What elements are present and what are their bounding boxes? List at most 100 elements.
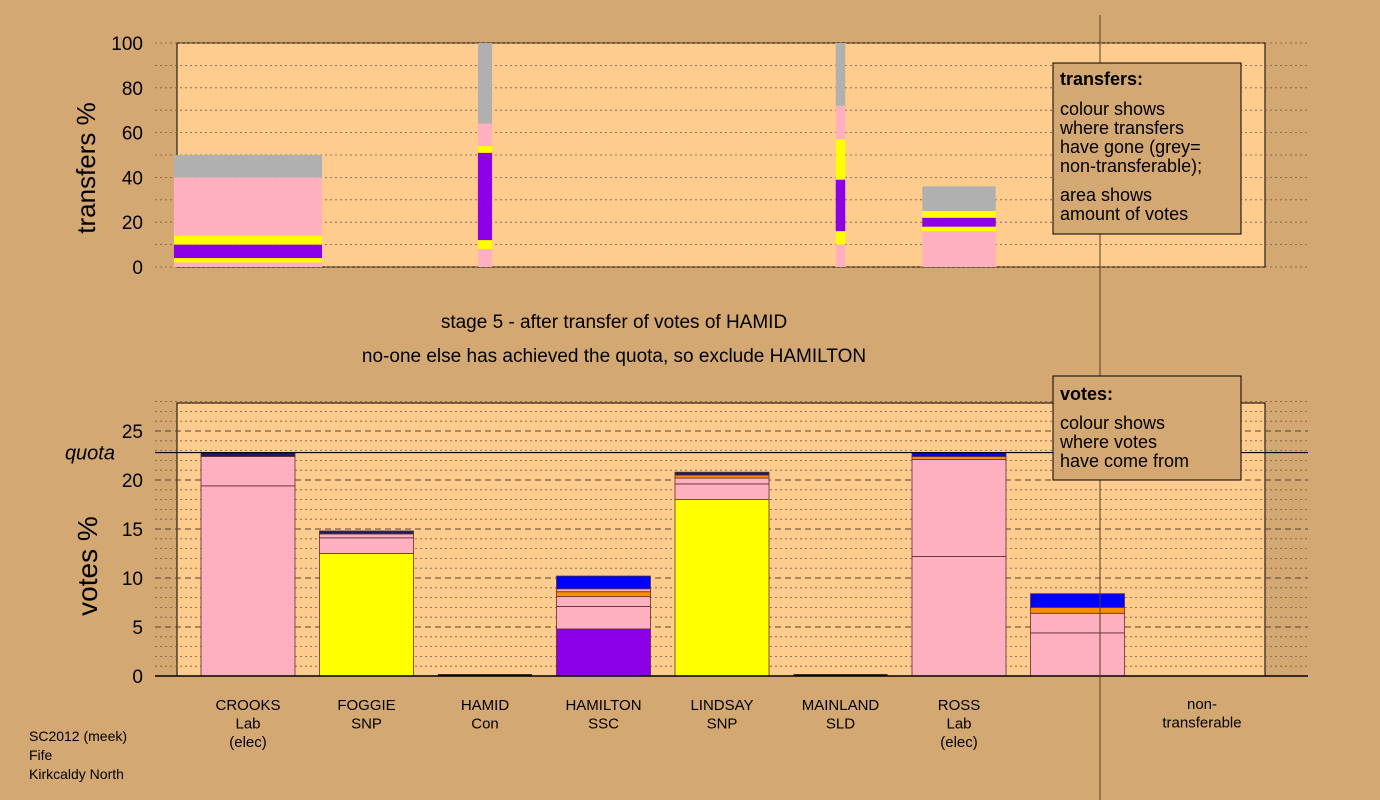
votes-bar-segment [1030,612,1125,634]
transfers-bar-segment [477,240,493,250]
votes-y-axis-label: votes % [72,516,103,616]
category-label: CROOKS [215,697,280,714]
votes-tick-label: 5 [132,618,143,639]
transfers-legend: transfers: colour shows where transfers … [1052,62,1242,235]
votes-bar-segment [556,575,651,590]
votes-bar-segment [556,591,651,598]
category-label: (elec) [229,734,267,751]
transfers-bar-segment [835,139,846,180]
votes-bar-segment [556,628,651,677]
votes-legend-line: where votes [1059,432,1157,452]
votes-bar-segment [556,588,651,593]
category-label: Lab [235,716,260,733]
votes-bar-segment [319,553,414,677]
category-label: ROSS [938,697,981,714]
transfers-bar-segment [835,105,846,140]
transfers-bar-segment [922,211,996,218]
votes-bar-segment [556,606,651,630]
transfers-tick-label: 100 [111,34,143,55]
transfers-bar-segment [922,217,996,227]
footer-ward: Kirkcaldy North [29,766,124,782]
category-label: MAINLAND [802,697,880,714]
transfers-bar-segment [173,244,323,259]
votes-bar-segment [1030,593,1125,608]
transfers-bar-segment [477,43,493,124]
transfers-legend-box [1052,62,1242,235]
category-label: SSC [588,716,619,733]
transfers-bar-segment [173,235,323,245]
transfers-legend-line: amount of votes [1060,204,1188,224]
votes-bar-segment [674,477,770,485]
votes-bar-segment [674,474,770,479]
category-label: HAMILTON [565,697,641,714]
votes-y-ticks: 0 5 10 15 20 25 [122,422,143,688]
category-label: HAMID [461,697,510,714]
transfers-tick-label: 60 [122,124,143,145]
transfers-bar-segment [477,146,493,153]
votes-bar-segment [674,483,770,501]
votes-bar-segment [911,459,1007,557]
votes-tick-label: 20 [122,471,143,492]
category-label: non- [1187,696,1217,713]
votes-bar-segment [319,533,414,539]
transfers-bars [173,43,996,267]
votes-tick-label: 15 [122,520,143,541]
votes-bar-segment [319,537,414,554]
votes-bars [200,452,1125,677]
transfers-bar-segment [173,155,323,178]
transfers-tick-label: 20 [122,213,143,234]
transfers-tick-label: 0 [132,258,143,279]
votes-legend-title: votes: [1060,384,1113,404]
votes-legend-line: colour shows [1060,413,1165,433]
category-labels: CROOKSLab(elec)FOGGIESNPHAMIDConHAMILTON… [215,696,1241,751]
transfers-bar-segment [922,226,996,232]
votes-bar-segment [911,556,1007,677]
votes-bar-segment [674,471,770,476]
votes-bar-segment [200,485,296,677]
votes-tick-label: 0 [132,667,143,688]
votes-legend: votes: colour shows where votes have com… [1052,375,1242,481]
votes-legend-box [1052,375,1242,481]
transfers-legend-line: area shows [1060,185,1152,205]
transfers-bar-segment [477,123,493,147]
transfers-bar-segment [835,179,846,232]
votes-tick-label: 10 [122,569,143,590]
transfers-bar-segment [173,262,323,267]
votes-bar-segment [200,456,296,487]
category-label: LINDSAY [690,697,753,714]
category-label: transferable [1162,715,1241,732]
transfers-bar-segment [477,152,493,241]
transfers-legend-title: transfers: [1060,69,1143,89]
transfers-bar-segment [173,177,323,236]
footer-source: SC2012 (meek) [29,728,127,744]
votes-tick-label: 25 [122,422,143,443]
votes-bar-segment [319,530,414,535]
transfers-bar-segment [835,231,846,245]
votes-legend-line: have come from [1060,451,1189,471]
transfers-y-axis-label: transfers % [71,102,101,234]
transfers-legend-line: non-transferable); [1060,156,1202,176]
stage-title: stage 5 - after transfer of votes of HAM… [441,312,787,333]
category-label: (elec) [940,734,978,751]
transfers-tick-label: 80 [122,79,143,100]
votes-bar-segment [674,499,770,677]
votes-bar-segment [1030,632,1125,677]
category-label: SNP [351,716,382,733]
transfers-bar-segment [835,244,846,267]
category-label: Lab [946,716,971,733]
stage-note: no-one else has achieved the quota, so e… [362,346,866,367]
transfers-bar-segment [835,43,846,106]
category-label: FOGGIE [337,697,395,714]
votes-bar-segment [1030,607,1125,614]
quota-label: quota [65,443,115,465]
category-label: SNP [707,716,738,733]
transfers-legend-line: where transfers [1059,118,1184,138]
category-label: SLD [826,716,855,733]
votes-bar-segment [911,456,1007,460]
transfers-legend-line: have gone (grey= [1060,137,1201,157]
category-label: Con [471,716,499,733]
transfers-bar-segment [922,231,996,267]
transfers-legend-line: colour shows [1060,99,1165,119]
footer-council: Fife [29,747,53,763]
